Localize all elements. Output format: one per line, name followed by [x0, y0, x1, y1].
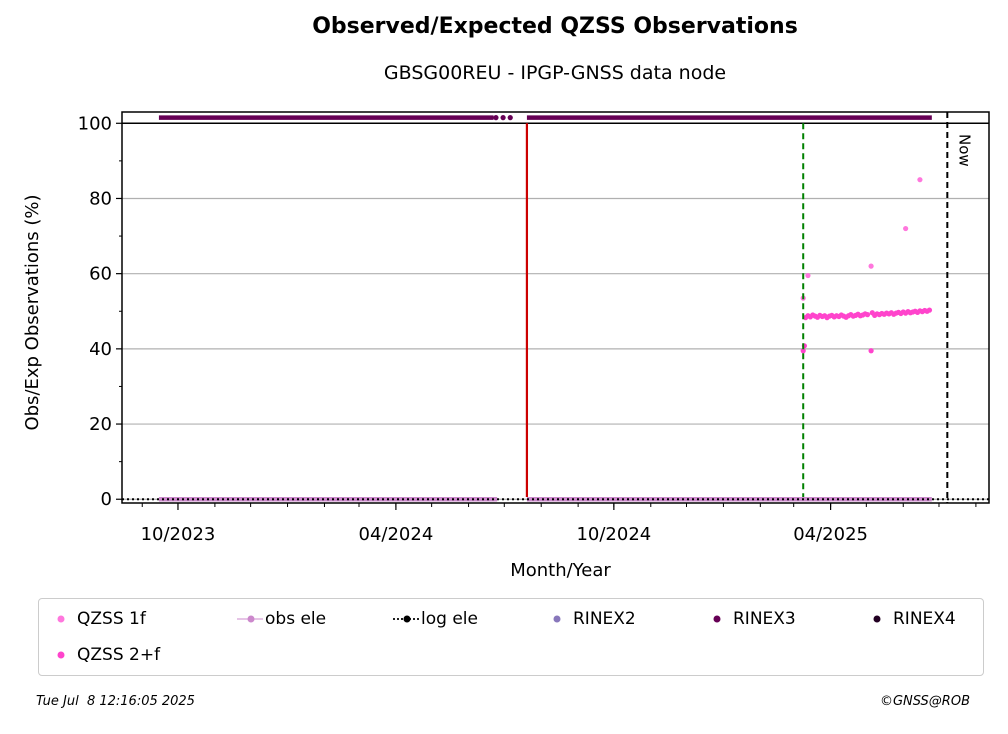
series-qzss-1f-point: [917, 177, 923, 183]
legend-swatch: [393, 615, 419, 623]
series-qzss-2-f-point: [868, 348, 874, 354]
x-tick-label: 04/2025: [793, 524, 868, 545]
y-tick-label: 20: [89, 414, 112, 435]
legend-swatch: [553, 615, 561, 623]
series-qzss-1f-point: [868, 263, 874, 269]
legend-label: RINEX4: [893, 609, 956, 629]
legend-item-rinex4: RINEX4: [861, 607, 956, 631]
legend-label: RINEX3: [733, 609, 796, 629]
chart-subtitle: GBSG00REU - IPGP-GNSS data node: [383, 62, 727, 84]
legend-label: obs ele: [265, 609, 327, 629]
legend-item-rinex2: RINEX2: [541, 607, 636, 631]
legend-label: RINEX2: [573, 609, 636, 629]
series-rinex3-point: [507, 115, 513, 121]
series-qzss-2-f-point: [926, 307, 933, 313]
legend-item-log-ele: log ele: [389, 607, 478, 631]
legend-item-qzss-2-f: QZSS 2+f: [45, 643, 160, 667]
y-axis-label: Obs/Exp Observations (%): [22, 194, 43, 430]
legend-item-rinex3: RINEX3: [701, 607, 796, 631]
series-qzss-2-f-point: [800, 348, 806, 354]
legend-swatch: [57, 651, 65, 659]
y-tick-label: 0: [101, 489, 112, 510]
x-tick-label: 10/2024: [576, 524, 651, 545]
legend-label: QZSS 2+f: [77, 645, 161, 665]
y-tick-label: 100: [78, 113, 112, 134]
legend-swatch: [713, 615, 721, 623]
x-tick-label: 10/2023: [141, 524, 216, 545]
legend-label: log ele: [421, 609, 478, 629]
y-tick-label: 60: [89, 264, 112, 285]
plot-frame: [121, 111, 990, 504]
now-label: Now: [955, 134, 973, 167]
series-rinex3-point: [493, 115, 499, 121]
timestamp-label: Tue Jul 8 12:16:05 2025: [36, 694, 195, 709]
credit-label: ©GNSS@ROB: [879, 694, 970, 709]
x-axis-label: Month/Year: [510, 560, 611, 581]
chart-plot: 0 20 40 60 80 100 10/2023 04/2024 10/2024 04/2025…: [22, 111, 990, 581]
chart-title: Observed/Expected QZSS Observations: [312, 14, 798, 39]
legend-swatch: [237, 615, 263, 623]
series-rinex3-point: [500, 115, 506, 121]
chart-legend: QZSS 1f obs ele log ele RINEX2 RINEX3 RINEX4 Q…: [38, 598, 984, 676]
legend-swatch: [57, 615, 65, 623]
series-qzss-2-f-point: [864, 312, 871, 318]
legend-swatch: [873, 615, 881, 623]
y-tick-label: 80: [89, 188, 112, 209]
y-tick-label: 40: [89, 339, 112, 360]
series-qzss-1f-point: [903, 225, 909, 232]
legend-item-obs-ele: obs ele: [233, 607, 326, 631]
legend-item-qzss-1f: QZSS 1f: [45, 607, 146, 631]
series-qzss-1f-point: [805, 272, 811, 279]
legend-label: QZSS 1f: [77, 609, 146, 629]
plot-area: [122, 112, 989, 503]
x-tick-label: 04/2024: [359, 524, 434, 545]
